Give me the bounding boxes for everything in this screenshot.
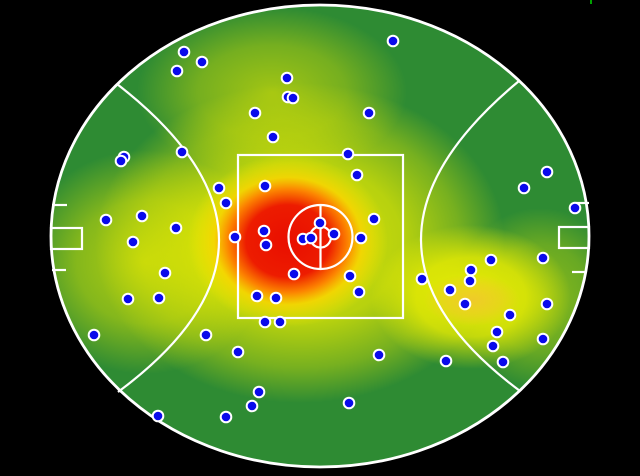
left-goal-square (49, 226, 84, 251)
event-dot (536, 251, 550, 265)
event-dot (386, 34, 400, 48)
event-dot (342, 396, 356, 410)
event-dot (415, 272, 429, 286)
event-dot (367, 212, 381, 226)
event-dot (99, 213, 113, 227)
right-goal-square (557, 225, 591, 250)
event-dot (151, 409, 165, 423)
right-50m-arc (420, 80, 521, 392)
event-dot (199, 328, 213, 342)
event-dot (219, 410, 233, 424)
event-dot (245, 399, 259, 413)
event-dot (257, 224, 271, 238)
event-dot (503, 308, 517, 322)
event-dot (170, 64, 184, 78)
event-dot (313, 216, 327, 230)
event-dot (463, 274, 477, 288)
event-dot (536, 332, 550, 346)
event-dot (121, 292, 135, 306)
event-dot (496, 355, 510, 369)
heat-blob-top-yellow-lobe (137, 7, 407, 177)
event-dot (372, 348, 386, 362)
event-dot (169, 221, 183, 235)
event-dot (135, 209, 149, 223)
event-dot (212, 181, 226, 195)
event-dot (228, 230, 242, 244)
event-dot (280, 71, 294, 85)
left-50m-arc (116, 83, 221, 393)
event-dot (195, 55, 209, 69)
event-dot (350, 168, 364, 182)
event-dot (231, 345, 245, 359)
event-dot (248, 106, 262, 120)
event-dot (540, 165, 554, 179)
event-dot (158, 266, 172, 280)
event-dot (258, 179, 272, 193)
event-dot (343, 269, 357, 283)
event-dot (484, 253, 498, 267)
event-dot (250, 289, 264, 303)
event-dot (266, 130, 280, 144)
event-dot (252, 385, 266, 399)
event-dots (87, 34, 582, 424)
event-dot (568, 201, 582, 215)
event-dot (287, 267, 301, 281)
event-dot (464, 263, 478, 277)
event-dot (439, 354, 453, 368)
event-dot (175, 145, 189, 159)
event-dot (362, 106, 376, 120)
event-dot (286, 91, 300, 105)
event-dot (443, 283, 457, 297)
event-dot (490, 325, 504, 339)
field-markings (49, 3, 591, 469)
event-dot (540, 297, 554, 311)
event-dot (219, 196, 233, 210)
event-dot (304, 231, 318, 245)
event-dot (327, 227, 341, 241)
event-dot (352, 285, 366, 299)
event-dot (341, 147, 355, 161)
event-dot (258, 315, 272, 329)
event-dot (486, 339, 500, 353)
event-dot (177, 45, 191, 59)
event-dot (259, 238, 273, 252)
event-dot (87, 328, 101, 342)
event-dot (273, 315, 287, 329)
event-dot (458, 297, 472, 311)
event-dot (152, 291, 166, 305)
event-dot (354, 231, 368, 245)
event-dot (517, 181, 531, 195)
event-dot (114, 154, 128, 168)
event-dot (269, 291, 283, 305)
event-dot (126, 235, 140, 249)
stray-green-mark (590, 0, 592, 4)
